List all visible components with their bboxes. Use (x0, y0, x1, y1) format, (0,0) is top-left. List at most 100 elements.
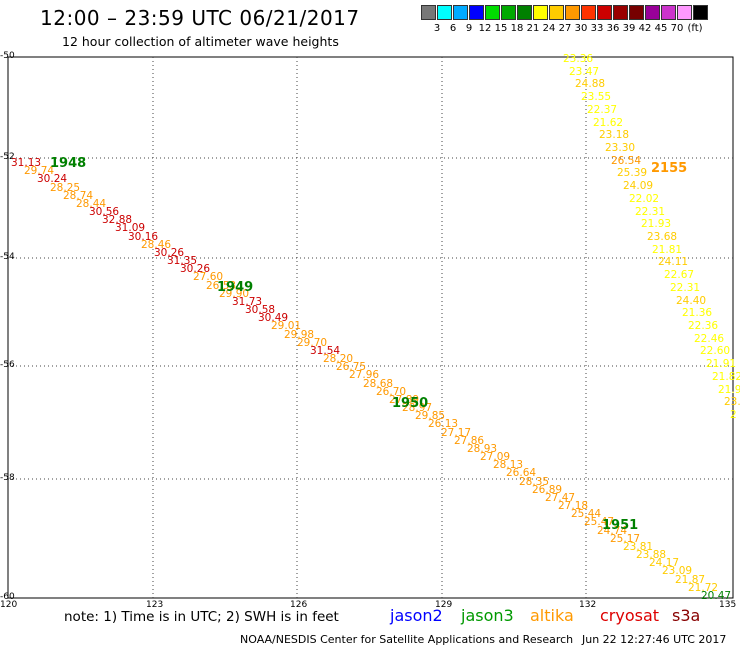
legend-swatch (693, 5, 708, 20)
wave-height-value: 28.93 (467, 443, 498, 455)
pass-time-label: 2155 (651, 161, 688, 176)
wave-height-value: 21.87 (675, 574, 706, 586)
legend-swatch (597, 5, 612, 20)
legend-tick-label: 70 (670, 23, 684, 34)
wave-height-value: 27.47 (545, 492, 576, 504)
legend-tick-label: 36 (606, 23, 620, 34)
wave-height-value: 26.54 (611, 155, 642, 167)
legend-tick-label: 33 (590, 23, 604, 34)
legend-tick-label: 39 (622, 23, 636, 34)
wave-height-value: 23.88 (636, 549, 667, 561)
wave-height-value: 24.11 (658, 256, 689, 268)
wave-height-value: 23.55 (581, 91, 612, 103)
y-tick-label: -56 (0, 360, 15, 370)
wave-height-value: 21.62 (593, 117, 624, 129)
legend-tick-label: 3 (433, 23, 441, 34)
wave-height-value: 30.16 (128, 231, 159, 243)
wave-height-value: 24.40 (676, 295, 707, 307)
wave-height-value: 31.73 (232, 296, 263, 308)
legend-swatch (421, 5, 436, 20)
wave-height-value: 26.53 (206, 280, 237, 292)
y-tick-label: -54 (0, 252, 15, 262)
footer-note: note: 1) Time is in UTC; 2) SWH is in fe… (64, 609, 339, 625)
wave-height-value: 30.56 (89, 206, 120, 218)
wave-height-value: 25.17 (610, 533, 641, 545)
legend-tick-label: 18 (510, 23, 524, 34)
wave-height-value: 23.5 (724, 396, 740, 408)
x-tick-label: 135 (719, 600, 737, 610)
wave-height-value: 27.89 (389, 394, 420, 406)
x-tick-label: 120 (0, 600, 18, 610)
legend-tick-label: 30 (574, 23, 588, 34)
wave-height-value: 21.36 (682, 307, 713, 319)
legend-swatch (501, 5, 516, 20)
wave-height-value: 22.02 (629, 193, 660, 205)
wave-height-value: 29.90 (219, 288, 250, 300)
wave-height-value: 28.35 (519, 476, 550, 488)
wave-height-value: 23.81 (623, 541, 654, 553)
legend-swatch (581, 5, 596, 20)
wave-height-value: 25.44 (571, 508, 602, 520)
wave-height-value: 24.17 (649, 557, 680, 569)
wave-height-value: 27.09 (480, 451, 511, 463)
legend-swatch (437, 5, 452, 20)
mission-name: jason2 (390, 606, 443, 625)
wave-height-value: 23.30 (605, 142, 636, 154)
wave-height-value: 21.91 (706, 358, 737, 370)
wave-height-value: 21.93 (641, 218, 672, 230)
wave-height-value: 29.98 (284, 329, 315, 341)
wave-height-value: 21.82 (712, 371, 740, 383)
wave-height-value: 20.47 (701, 590, 732, 602)
wave-height-value: 29.01 (271, 320, 302, 332)
wave-height-value: 26.75 (336, 361, 367, 373)
wave-height-value: 27.86 (454, 435, 485, 447)
pass-time-label: 1948 (50, 156, 87, 171)
wave-height-value: 30.26 (154, 247, 185, 259)
legend-tick-label: 12 (478, 23, 492, 34)
legend-swatch (453, 5, 468, 20)
wave-height-value: 2 (730, 409, 737, 421)
wave-height-value: 21.9 (718, 384, 740, 396)
wave-height-value: 22.31 (635, 206, 666, 218)
timestamp-text: Jun 22 12:27:46 UTC 2017 (582, 633, 727, 646)
plot-frame (7, 56, 734, 599)
legend-swatch (533, 5, 548, 20)
y-tick-label: -60 (0, 592, 15, 602)
wave-height-value: 25.47 (584, 516, 615, 528)
legend-tick-label: 6 (449, 23, 457, 34)
legend-swatch (613, 5, 628, 20)
wave-height-value: 22.31 (670, 282, 701, 294)
wave-height-value: 23.68 (647, 231, 678, 243)
wave-height-value: 29.85 (415, 410, 446, 422)
wave-height-value: 22.60 (700, 345, 731, 357)
credit-text: NOAA/NESDIS Center for Satellite Applica… (240, 633, 574, 646)
wave-height-value: 28.13 (493, 459, 524, 471)
wave-height-value: 26.70 (376, 386, 407, 398)
wave-height-value: 28.25 (50, 182, 81, 194)
wave-height-value: 27.96 (349, 369, 380, 381)
wave-height-value: 27.60 (193, 271, 224, 283)
y-tick-label: -58 (0, 473, 15, 483)
map-title: 12:00 – 23:59 UTC 06/21/2017 (40, 6, 360, 30)
pass-time-label: 1949 (217, 280, 254, 295)
pass-time-label: 1951 (602, 518, 639, 533)
wave-height-value: 22.67 (664, 269, 695, 281)
legend-swatch (469, 5, 484, 20)
legend-swatch (485, 5, 500, 20)
legend-swatch (629, 5, 644, 20)
mission-name: s3a (672, 606, 701, 625)
wave-height-value: 23.18 (599, 129, 630, 141)
wave-height-value: 26.89 (532, 484, 563, 496)
wave-height-value: 23.47 (569, 66, 600, 78)
wave-height-value: 26.13 (428, 418, 459, 430)
legend-swatch (661, 5, 676, 20)
legend-tick-label: 15 (494, 23, 508, 34)
wave-height-value: 28.20 (323, 353, 354, 365)
legend-swatch (549, 5, 564, 20)
wave-height-value: 31.35 (167, 255, 198, 267)
legend-tick-label: 27 (558, 23, 572, 34)
legend-tick-label: 42 (638, 23, 652, 34)
wave-height-value: 24.88 (575, 78, 606, 90)
wave-height-value: 21.72 (688, 582, 719, 594)
